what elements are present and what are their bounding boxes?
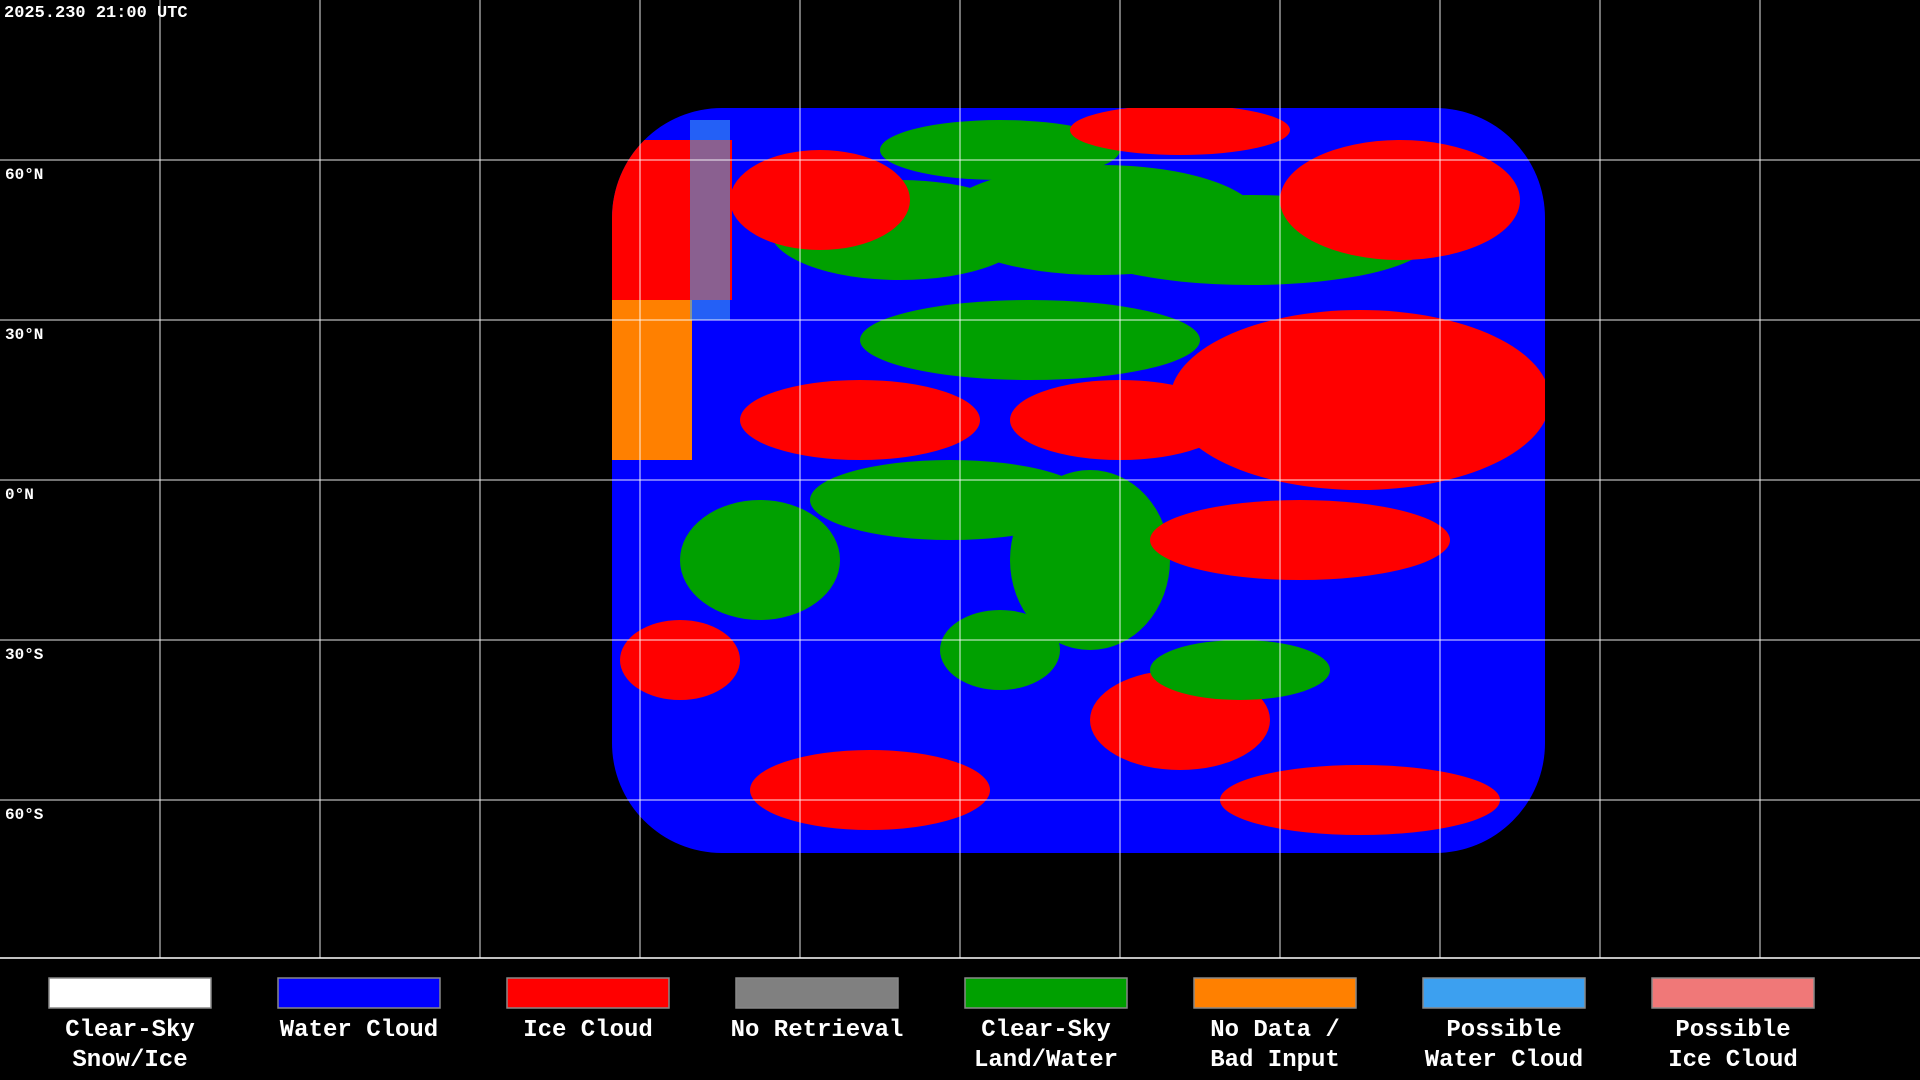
- graticule: [0, 0, 1920, 958]
- legend-label: Land/Water: [974, 1047, 1118, 1074]
- legend-swatch: [1422, 977, 1586, 1009]
- legend-label: No Data /: [1210, 1017, 1340, 1044]
- legend-swatch: [277, 977, 441, 1009]
- legend-swatch: [1651, 977, 1815, 1009]
- legend-label: Water Cloud: [280, 1017, 438, 1044]
- legend-swatch: [735, 977, 899, 1009]
- legend-swatch: [48, 977, 212, 1009]
- latitude-label: 0°N: [5, 486, 34, 504]
- legend-label: Ice Cloud: [1668, 1047, 1798, 1074]
- legend-label: No Retrieval: [731, 1017, 904, 1044]
- legend-label: Clear-Sky: [65, 1017, 195, 1044]
- legend-label: Water Cloud: [1425, 1047, 1583, 1074]
- latitude-labels: 60°N 30°N 0°N 30°S 60°S: [5, 166, 44, 824]
- legend-swatch: [506, 977, 670, 1009]
- legend-swatch: [1193, 977, 1357, 1009]
- latitude-label: 60°N: [5, 166, 43, 184]
- legend-label: Bad Input: [1210, 1047, 1340, 1074]
- legend-label: Possible: [1675, 1017, 1790, 1044]
- latitude-label: 60°S: [5, 806, 44, 824]
- timestamp: 2025.230 21:00 UTC: [4, 4, 188, 23]
- legend: Clear-Sky Snow/Ice Water Cloud Ice Cloud No …: [48, 977, 1815, 1074]
- satellite-image: [612, 108, 1545, 853]
- legend-label: Possible: [1446, 1017, 1561, 1044]
- legend-label: Clear-Sky: [981, 1017, 1111, 1044]
- latitude-label: 30°S: [5, 646, 44, 664]
- legend-swatch: [964, 977, 1128, 1009]
- legend-label: Snow/Ice: [72, 1047, 187, 1074]
- legend-label: Ice Cloud: [523, 1017, 653, 1044]
- latitude-label: 30°N: [5, 326, 43, 344]
